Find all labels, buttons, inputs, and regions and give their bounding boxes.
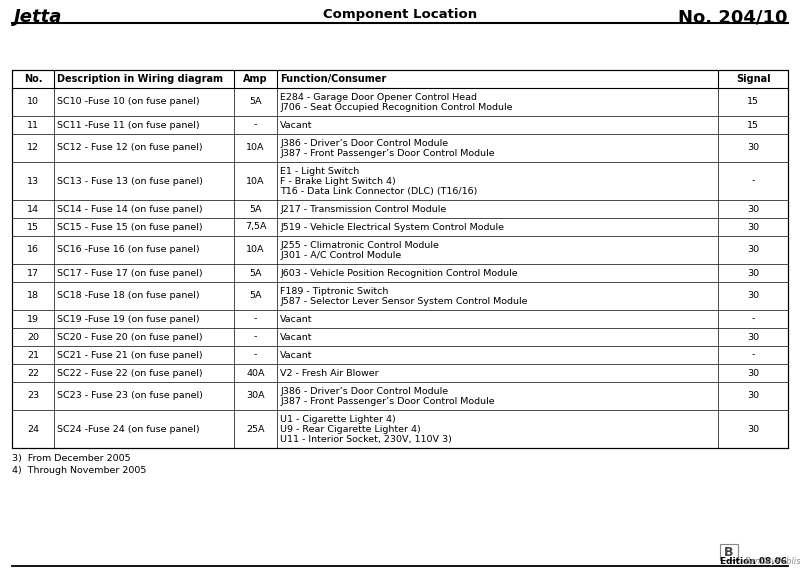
Text: 30: 30 bbox=[747, 425, 759, 433]
Text: Description in Wiring diagram: Description in Wiring diagram bbox=[57, 74, 223, 84]
Text: SC22 - Fuse 22 (on fuse panel): SC22 - Fuse 22 (on fuse panel) bbox=[57, 368, 202, 378]
Text: 30: 30 bbox=[747, 292, 759, 300]
Text: Jetta: Jetta bbox=[14, 8, 62, 26]
Text: SC13 - Fuse 13 (on fuse panel): SC13 - Fuse 13 (on fuse panel) bbox=[57, 176, 202, 186]
Text: 30: 30 bbox=[747, 143, 759, 153]
Text: SC15 - Fuse 15 (on fuse panel): SC15 - Fuse 15 (on fuse panel) bbox=[57, 223, 202, 231]
Text: 5A: 5A bbox=[250, 292, 262, 300]
Text: J386 - Driver’s Door Control Module: J386 - Driver’s Door Control Module bbox=[280, 139, 449, 148]
Text: J603 - Vehicle Position Recognition Control Module: J603 - Vehicle Position Recognition Cont… bbox=[280, 269, 518, 277]
Text: J387 - Front Passenger’s Door Control Module: J387 - Front Passenger’s Door Control Mo… bbox=[280, 397, 495, 406]
Text: 5A: 5A bbox=[250, 97, 262, 107]
Text: 25A: 25A bbox=[246, 425, 265, 433]
Text: 13: 13 bbox=[27, 176, 39, 186]
Text: SC10 -Fuse 10 (on fuse panel): SC10 -Fuse 10 (on fuse panel) bbox=[57, 97, 199, 107]
Text: 14: 14 bbox=[27, 205, 39, 213]
Text: SC16 -Fuse 16 (on fuse panel): SC16 -Fuse 16 (on fuse panel) bbox=[57, 245, 199, 255]
Text: -: - bbox=[751, 314, 754, 324]
Text: 12: 12 bbox=[27, 143, 39, 153]
Text: 7,5A: 7,5A bbox=[245, 223, 266, 231]
Text: Component Location: Component Location bbox=[323, 8, 477, 21]
Text: U11 - Interior Socket, 230V, 110V 3): U11 - Interior Socket, 230V, 110V 3) bbox=[280, 435, 452, 444]
Text: J706 - Seat Occupied Recognition Control Module: J706 - Seat Occupied Recognition Control… bbox=[280, 103, 513, 112]
Text: Vacant: Vacant bbox=[280, 121, 313, 129]
Text: 22: 22 bbox=[27, 368, 39, 378]
Text: 4)  Through November 2005: 4) Through November 2005 bbox=[12, 466, 146, 475]
Text: J387 - Front Passenger’s Door Control Module: J387 - Front Passenger’s Door Control Mo… bbox=[280, 149, 495, 158]
Text: BentleyPublisher: BentleyPublisher bbox=[745, 557, 800, 566]
Text: Vacant: Vacant bbox=[280, 332, 313, 342]
Text: Function/Consumer: Function/Consumer bbox=[280, 74, 386, 84]
Text: 30A: 30A bbox=[246, 392, 265, 401]
Text: SC24 -Fuse 24 (on fuse panel): SC24 -Fuse 24 (on fuse panel) bbox=[57, 425, 199, 433]
Text: 16: 16 bbox=[27, 245, 39, 255]
Text: 5A: 5A bbox=[250, 205, 262, 213]
Text: J519 - Vehicle Electrical System Control Module: J519 - Vehicle Electrical System Control… bbox=[280, 223, 504, 231]
Text: Vacant: Vacant bbox=[280, 314, 313, 324]
Text: B: B bbox=[724, 546, 734, 559]
Text: F189 - Tiptronic Switch: F189 - Tiptronic Switch bbox=[280, 287, 389, 296]
Text: 30: 30 bbox=[747, 205, 759, 213]
Text: SC18 -Fuse 18 (on fuse panel): SC18 -Fuse 18 (on fuse panel) bbox=[57, 292, 199, 300]
Text: SC11 -Fuse 11 (on fuse panel): SC11 -Fuse 11 (on fuse panel) bbox=[57, 121, 199, 129]
Text: -: - bbox=[254, 332, 258, 342]
Bar bbox=[720, 544, 738, 560]
Text: 5A: 5A bbox=[250, 269, 262, 277]
Text: 17: 17 bbox=[27, 269, 39, 277]
Text: J217 - Transmission Control Module: J217 - Transmission Control Module bbox=[280, 205, 446, 213]
Text: U1 - Cigarette Lighter 4): U1 - Cigarette Lighter 4) bbox=[280, 415, 396, 424]
Text: SC23 - Fuse 23 (on fuse panel): SC23 - Fuse 23 (on fuse panel) bbox=[57, 392, 202, 401]
Text: 30: 30 bbox=[747, 332, 759, 342]
Text: -: - bbox=[751, 176, 754, 186]
Text: J587 - Selector Lever Sensor System Control Module: J587 - Selector Lever Sensor System Cont… bbox=[280, 297, 528, 306]
Text: -: - bbox=[751, 350, 754, 360]
Text: SC20 - Fuse 20 (on fuse panel): SC20 - Fuse 20 (on fuse panel) bbox=[57, 332, 202, 342]
Text: 3)  From December 2005: 3) From December 2005 bbox=[12, 454, 130, 463]
Text: Vacant: Vacant bbox=[280, 350, 313, 360]
Text: Signal: Signal bbox=[736, 74, 770, 84]
Text: 30: 30 bbox=[747, 368, 759, 378]
Text: 40A: 40A bbox=[246, 368, 265, 378]
Text: 30: 30 bbox=[747, 392, 759, 401]
Text: SC19 -Fuse 19 (on fuse panel): SC19 -Fuse 19 (on fuse panel) bbox=[57, 314, 199, 324]
Text: 10: 10 bbox=[27, 97, 39, 107]
Text: 15: 15 bbox=[747, 121, 759, 129]
Text: U9 - Rear Cigarette Lighter 4): U9 - Rear Cigarette Lighter 4) bbox=[280, 425, 421, 434]
Text: SC17 - Fuse 17 (on fuse panel): SC17 - Fuse 17 (on fuse panel) bbox=[57, 269, 202, 277]
Text: Amp: Amp bbox=[243, 74, 268, 84]
Text: 15: 15 bbox=[27, 223, 39, 231]
Text: J386 - Driver’s Door Control Module: J386 - Driver’s Door Control Module bbox=[280, 387, 449, 396]
Text: 15: 15 bbox=[747, 97, 759, 107]
Text: 10A: 10A bbox=[246, 143, 265, 153]
Text: 18: 18 bbox=[27, 292, 39, 300]
Text: -: - bbox=[254, 121, 258, 129]
Text: SC14 - Fuse 14 (on fuse panel): SC14 - Fuse 14 (on fuse panel) bbox=[57, 205, 202, 213]
Text: 30: 30 bbox=[747, 223, 759, 231]
Text: F - Brake Light Switch 4): F - Brake Light Switch 4) bbox=[280, 177, 396, 186]
Text: No. 204/10: No. 204/10 bbox=[678, 8, 787, 26]
Text: -: - bbox=[254, 350, 258, 360]
Text: T16 - Data Link Connector (DLC) (T16/16): T16 - Data Link Connector (DLC) (T16/16) bbox=[280, 187, 478, 196]
Text: 30: 30 bbox=[747, 245, 759, 255]
Text: 30: 30 bbox=[747, 269, 759, 277]
Text: 21: 21 bbox=[27, 350, 39, 360]
Text: 19: 19 bbox=[27, 314, 39, 324]
Text: -: - bbox=[254, 314, 258, 324]
Bar bbox=[12, 70, 788, 448]
Text: 24: 24 bbox=[27, 425, 39, 433]
Text: V2 - Fresh Air Blower: V2 - Fresh Air Blower bbox=[280, 368, 379, 378]
Text: 10A: 10A bbox=[246, 245, 265, 255]
Text: 11: 11 bbox=[27, 121, 39, 129]
Text: J301 - A/C Control Module: J301 - A/C Control Module bbox=[280, 251, 402, 260]
Text: 10A: 10A bbox=[246, 176, 265, 186]
Text: No.: No. bbox=[24, 74, 42, 84]
Text: E284 - Garage Door Opener Control Head: E284 - Garage Door Opener Control Head bbox=[280, 93, 478, 102]
Text: SC21 - Fuse 21 (on fuse panel): SC21 - Fuse 21 (on fuse panel) bbox=[57, 350, 202, 360]
Text: E1 - Light Switch: E1 - Light Switch bbox=[280, 167, 360, 176]
Text: 23: 23 bbox=[27, 392, 39, 401]
Text: Edition 08.06: Edition 08.06 bbox=[720, 557, 787, 566]
Text: J255 - Climatronic Control Module: J255 - Climatronic Control Module bbox=[280, 241, 439, 250]
Text: 20: 20 bbox=[27, 332, 39, 342]
Text: SC12 - Fuse 12 (on fuse panel): SC12 - Fuse 12 (on fuse panel) bbox=[57, 143, 202, 153]
